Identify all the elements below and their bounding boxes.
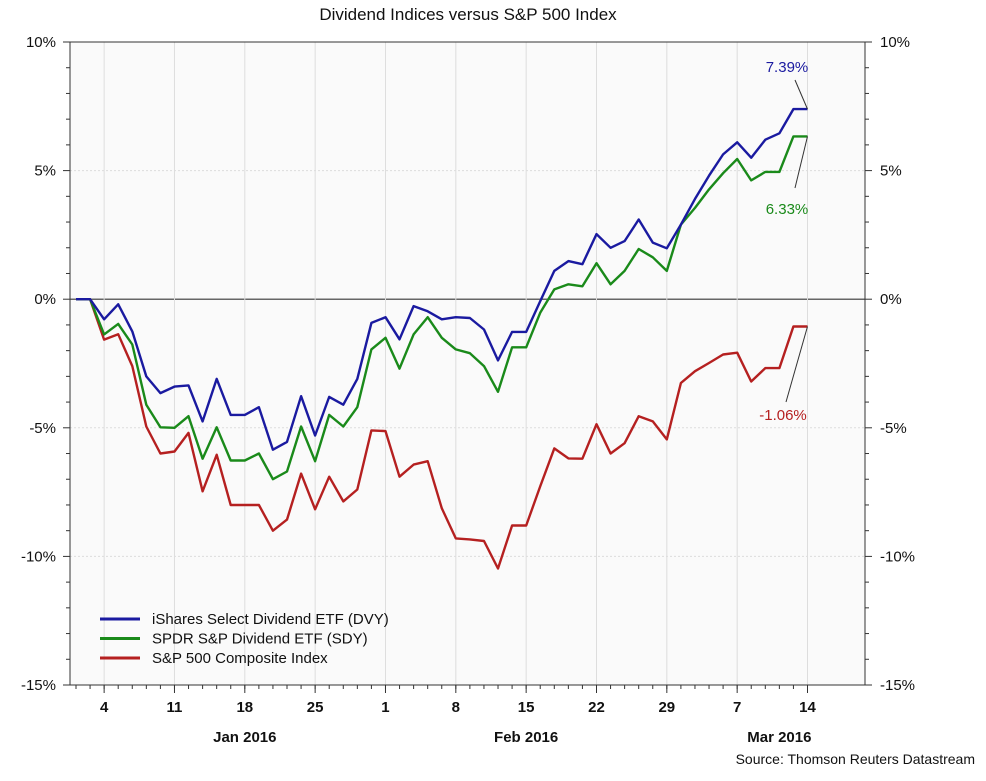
y-tick-label-right: 10% <box>880 34 910 51</box>
x-tick-label: 7 <box>733 699 741 716</box>
y-tick-label-right: -5% <box>880 420 907 437</box>
month-label: Mar 2016 <box>747 729 811 746</box>
y-tick-label-left: -10% <box>21 548 56 565</box>
series-lines <box>76 107 808 570</box>
x-tick-label: 18 <box>236 699 253 716</box>
series-line <box>76 107 808 451</box>
y-tick-label-right: -10% <box>880 548 915 565</box>
y-tick-label-right: 5% <box>880 163 902 180</box>
end-value-label: 6.33% <box>766 201 809 218</box>
leader-line <box>794 136 808 189</box>
series-line <box>76 135 808 481</box>
leader-line <box>785 326 808 403</box>
y-tick-label-left: -15% <box>21 677 56 694</box>
x-tick-label: 29 <box>658 699 675 716</box>
y-tick-label-right: 0% <box>880 291 902 308</box>
end-value-label: 7.39% <box>766 59 809 76</box>
x-tick-label: 4 <box>100 699 109 716</box>
end-value-label: -1.06% <box>759 407 807 424</box>
series-line <box>76 298 808 570</box>
plot-area <box>70 42 865 685</box>
x-tick-label: 22 <box>588 699 605 716</box>
legend-label: SPDR S&P Dividend ETF (SDY) <box>152 631 368 648</box>
source-note: Source: Thomson Reuters Datastream <box>736 751 975 767</box>
x-tick-label: 1 <box>381 699 389 716</box>
plot-border <box>69 41 866 686</box>
month-label: Jan 2016 <box>213 729 276 746</box>
x-tick-label: 14 <box>799 699 816 716</box>
y-tick-label-right: -15% <box>880 677 915 694</box>
y-tick-label-left: -5% <box>29 420 56 437</box>
leader-line <box>794 79 808 110</box>
gridlines <box>70 41 865 686</box>
axes: 10% 10%5% 5%0% 0%-5% -5%-10% -10%-15% -15%4 11 1… <box>21 34 915 746</box>
x-tick-label: 8 <box>452 699 460 716</box>
legend-label: iShares Select Dividend ETF (DVY) <box>152 611 389 628</box>
y-tick-label-left: 0% <box>34 291 56 308</box>
y-tick-label-left: 5% <box>34 163 56 180</box>
x-tick-label: 11 <box>167 699 183 716</box>
end-annotations: 7.39% 6.33% -1.06% <box>759 59 808 424</box>
y-tick-label-left: 10% <box>26 34 56 51</box>
x-tick-label: 15 <box>518 699 535 716</box>
month-label: Feb 2016 <box>494 729 558 746</box>
chart-title: Dividend Indices versus S&P 500 Index <box>319 5 617 24</box>
legend: iShares Select Dividend ETF (DVY) SPDR S&… <box>100 611 389 667</box>
legend-label: S&P 500 Composite Index <box>152 650 328 667</box>
x-tick-label: 25 <box>307 699 324 716</box>
